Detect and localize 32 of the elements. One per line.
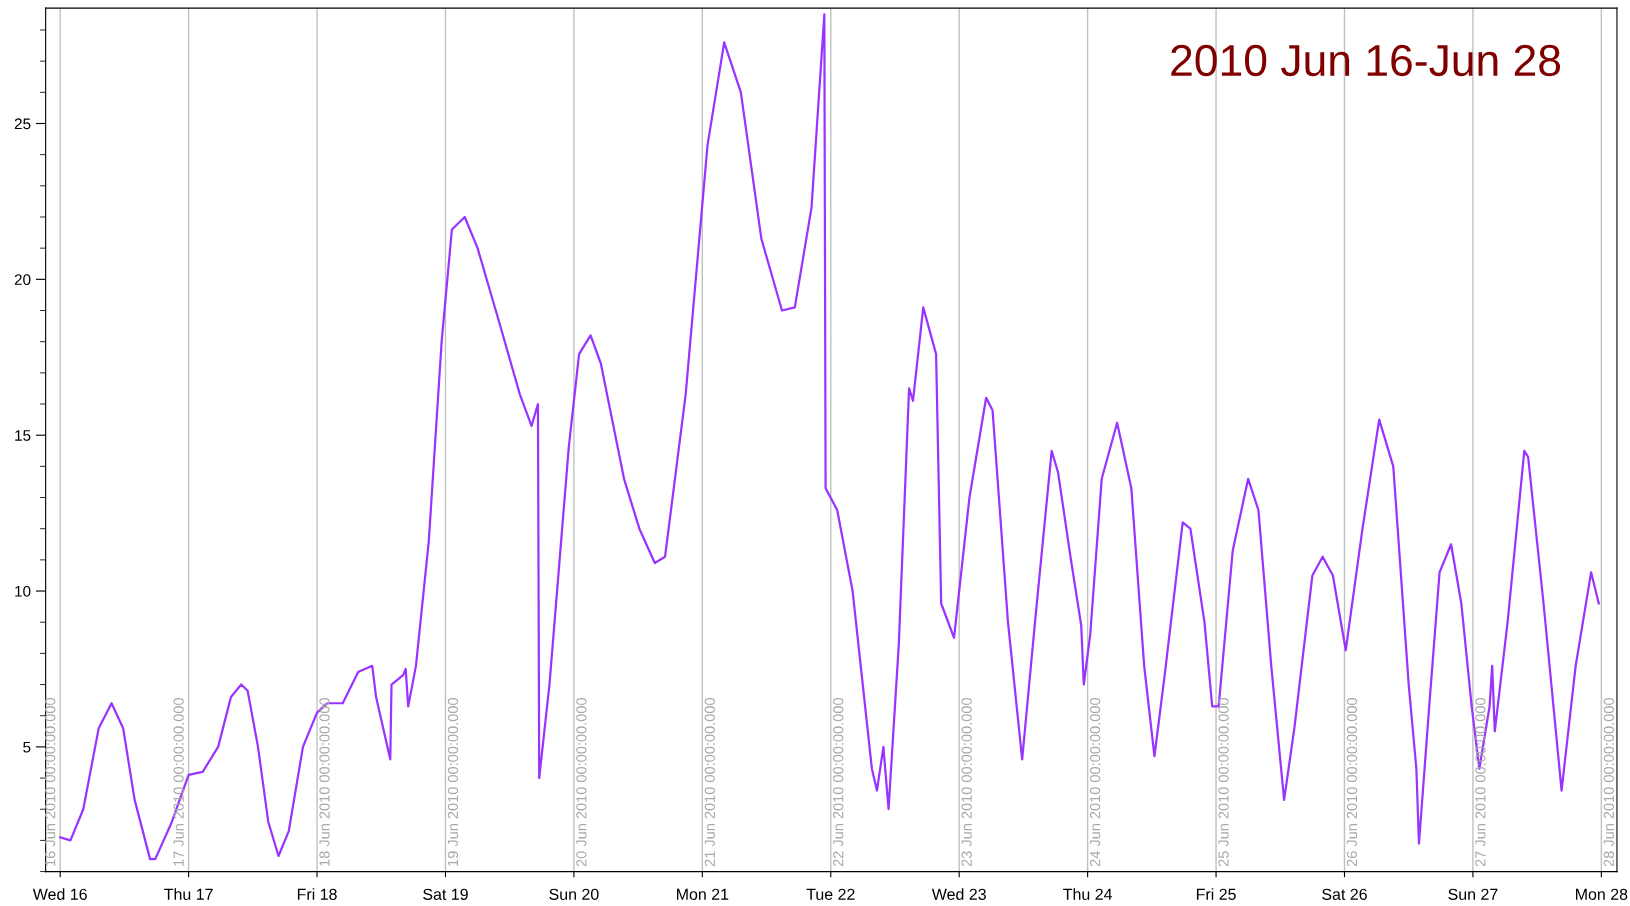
x-tick-label: Sun 27 xyxy=(1448,888,1498,900)
ref-line-label: 22 Jun 2010 00:00:00.000 xyxy=(833,697,844,867)
x-tick-label: Tue 22 xyxy=(806,888,855,900)
x-tick-label: Sat 26 xyxy=(1322,888,1367,900)
y-tick-label: 5 xyxy=(23,741,31,753)
x-tick-label: Wed 16 xyxy=(32,888,87,900)
y-tick-label: 25 xyxy=(14,118,31,130)
y-tick-label: 10 xyxy=(15,585,31,597)
x-tick-label: Thu 24 xyxy=(1063,888,1113,900)
x-tick-label: Mon 21 xyxy=(677,888,729,900)
ref-line-label: 16 Jun 2010 00:00:00.000 xyxy=(45,697,56,866)
ref-line-label: 20 Jun 2010 00:00:00.000 xyxy=(576,697,587,867)
ref-line-label: 21 Jun 2010 00:00:00.000 xyxy=(704,697,715,867)
ref-line-label: 25 Jun 2010 00:00:00.000 xyxy=(1218,697,1229,867)
x-tick-label: Fri 25 xyxy=(1196,888,1236,900)
ref-line-label: 17 Jun 2010 00:00:00.000 xyxy=(173,697,184,866)
y-tick-label: 15 xyxy=(15,430,31,441)
ref-line-label: 18 Jun 2010 00:00:00.000 xyxy=(319,697,330,866)
y-tick-label: 20 xyxy=(14,274,31,286)
x-tick-label: Sun 20 xyxy=(549,888,599,900)
x-tick-label: Thu 17 xyxy=(164,888,213,900)
ref-line-label: 24 Jun 2010 00:00:00.000 xyxy=(1089,697,1101,867)
ref-line-label: 28 Jun 2010 00:00:00.000 xyxy=(1603,697,1614,867)
x-tick-label: Sat 19 xyxy=(423,888,468,900)
ref-line-label: 19 Jun 2010 00:00:00.000 xyxy=(447,697,459,866)
x-tick-label: Mon 28 xyxy=(1576,888,1628,900)
ref-line-label: 26 Jun 2010 00:00:00.000 xyxy=(1346,697,1358,867)
ref-line-label: 27 Jun 2010 00:00:00.000 xyxy=(1475,697,1486,867)
x-tick-label: Fri 18 xyxy=(297,888,337,900)
text: 2010 Jun 16-Jun 28 xyxy=(1171,44,1561,77)
ref-line-label: 23 Jun 2010 00:00:00.000 xyxy=(961,697,972,867)
x-tick-label: Wed 23 xyxy=(931,888,986,900)
